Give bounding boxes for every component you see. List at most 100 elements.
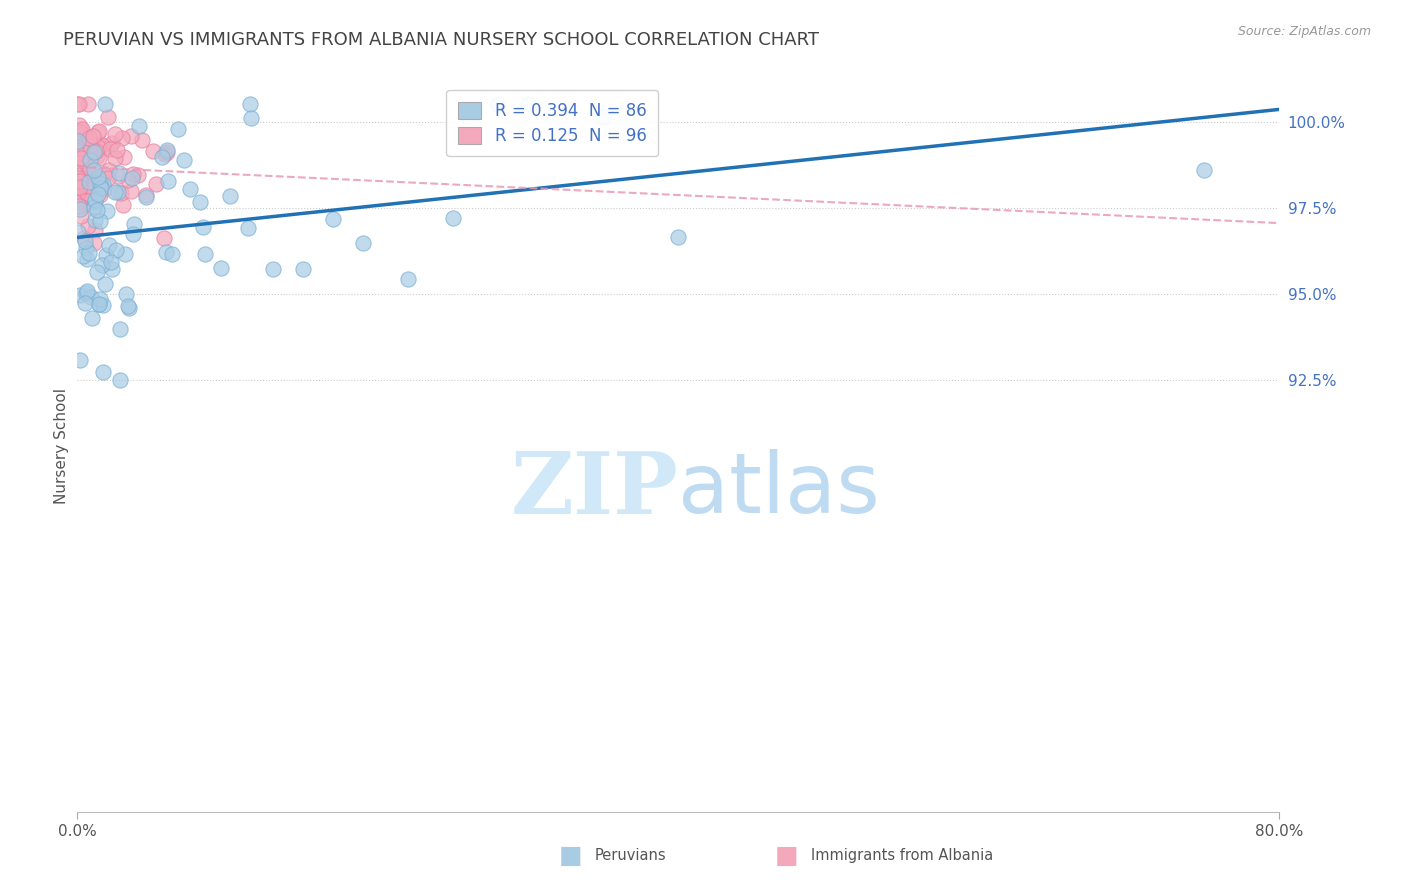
Point — [194, 247, 217, 261]
Point — [75, 178, 97, 193]
Point — [87, 152, 110, 166]
Point — [67, 199, 90, 213]
Point — [76, 284, 98, 298]
Point — [122, 167, 145, 181]
Point — [89, 136, 111, 151]
Point — [86, 203, 108, 218]
Text: ■: ■ — [558, 844, 582, 868]
Point — [262, 262, 284, 277]
Point — [352, 235, 374, 250]
Point — [80, 290, 103, 304]
Point — [152, 231, 174, 245]
Point — [108, 322, 131, 336]
Point — [107, 186, 129, 200]
Text: Peruvians: Peruvians — [595, 848, 666, 863]
Point — [67, 97, 90, 112]
Point — [82, 310, 104, 325]
Point — [84, 144, 107, 158]
Point — [77, 131, 100, 145]
Point — [322, 212, 344, 227]
Point — [79, 179, 101, 194]
Point — [69, 202, 91, 217]
Point — [86, 149, 108, 163]
Point — [96, 203, 118, 218]
Point — [135, 190, 157, 204]
Point — [89, 292, 111, 306]
Point — [67, 178, 90, 193]
Point — [66, 134, 89, 148]
Point — [112, 151, 135, 165]
Y-axis label: Nursery School: Nursery School — [53, 388, 69, 504]
Legend: R = 0.394  N = 86, R = 0.125  N = 96: R = 0.394 N = 86, R = 0.125 N = 96 — [446, 90, 658, 156]
Point — [96, 248, 118, 262]
Point — [87, 140, 110, 154]
Point — [70, 142, 93, 156]
Point — [91, 138, 114, 153]
Point — [87, 297, 110, 311]
Point — [89, 188, 111, 202]
Point — [72, 145, 94, 159]
Point — [191, 220, 214, 235]
Text: Immigrants from Albania: Immigrants from Albania — [811, 848, 993, 863]
Point — [110, 186, 132, 200]
Point — [111, 130, 134, 145]
Point — [87, 170, 110, 185]
Point — [104, 243, 127, 257]
Point — [111, 198, 134, 212]
Point — [209, 261, 232, 276]
Point — [86, 265, 108, 279]
Point — [396, 272, 419, 286]
Point — [240, 111, 263, 125]
Point — [155, 244, 177, 259]
Point — [73, 296, 96, 310]
Point — [160, 246, 183, 260]
Point — [67, 226, 90, 240]
Point — [121, 171, 143, 186]
Point — [66, 183, 89, 197]
Point — [131, 133, 153, 147]
Point — [117, 173, 139, 187]
Text: atlas: atlas — [679, 450, 880, 531]
Point — [75, 241, 97, 255]
Point — [77, 219, 100, 233]
Point — [70, 149, 93, 163]
Point — [67, 119, 90, 133]
Point — [72, 166, 94, 180]
Point — [108, 374, 131, 388]
Point — [87, 125, 110, 139]
Point — [173, 153, 195, 167]
Point — [79, 178, 101, 193]
Point — [127, 168, 149, 182]
Point — [156, 145, 179, 160]
Point — [70, 151, 93, 165]
Point — [153, 147, 176, 161]
Point — [67, 174, 90, 188]
Point — [179, 182, 201, 196]
Point — [89, 178, 111, 192]
Point — [72, 151, 94, 165]
Point — [70, 121, 93, 136]
Point — [101, 261, 124, 276]
Point — [93, 182, 115, 196]
Point — [79, 246, 101, 260]
Point — [83, 213, 105, 227]
Point — [97, 162, 120, 177]
Point — [101, 136, 124, 151]
Point — [190, 194, 212, 209]
Point — [90, 181, 112, 195]
Point — [82, 128, 104, 143]
Point — [83, 200, 105, 214]
Point — [104, 185, 127, 199]
Text: ZIP: ZIP — [510, 448, 679, 532]
Point — [83, 145, 105, 160]
Text: ■: ■ — [775, 844, 799, 868]
Point — [89, 214, 111, 228]
Point — [135, 187, 157, 202]
Point — [668, 229, 690, 244]
Point — [83, 235, 105, 250]
Point — [79, 161, 101, 176]
Point — [118, 301, 141, 315]
Point — [72, 128, 94, 142]
Point — [67, 181, 90, 195]
Point — [66, 187, 89, 202]
